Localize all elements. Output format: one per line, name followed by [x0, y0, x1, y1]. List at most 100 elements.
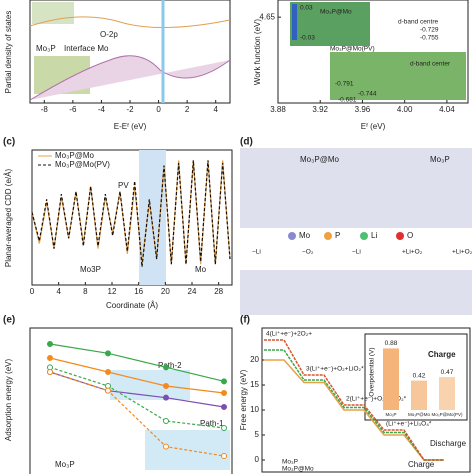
x-label: Coordinate (Å)	[106, 301, 158, 310]
legend-label: Mo	[299, 231, 311, 240]
legend-dot	[324, 232, 332, 240]
point	[105, 369, 111, 375]
legend-label: Mo₃P@Mo	[55, 151, 94, 160]
legend-label: Li	[371, 231, 377, 240]
point	[105, 387, 111, 394]
x-tick-label: -6	[69, 105, 77, 114]
label: Mo₃P@Mo	[320, 9, 352, 16]
panel-b-frame	[277, 0, 469, 104]
panel-label: (d)	[240, 137, 253, 148]
annotation: Mo	[195, 265, 207, 274]
state-label: (Li⁺+e⁻)+Li₃O₄*	[386, 421, 432, 428]
label: O-2p	[100, 30, 118, 39]
x-tick-label: 3.92	[312, 105, 328, 114]
y-label: Adsorption energy (eV)	[4, 359, 13, 442]
annotation: Path-2	[158, 361, 182, 370]
step-label: −Li	[352, 249, 361, 256]
structure-image	[240, 270, 472, 315]
label: d-band centre	[398, 19, 438, 26]
number: -0.729	[420, 27, 439, 34]
bar	[411, 380, 427, 410]
y-tick-label: 20	[250, 355, 259, 364]
panel-e-frame	[29, 327, 233, 474]
point	[221, 425, 227, 431]
scale-label: 0.03	[300, 5, 313, 12]
energy-line	[49, 366, 225, 429]
annotation: Mo3P	[80, 265, 101, 274]
energy-line	[49, 357, 225, 394]
point	[221, 453, 227, 459]
number: -0.681	[338, 97, 357, 104]
highlight	[145, 430, 230, 470]
point	[163, 418, 169, 424]
point	[221, 404, 227, 410]
energy-line	[49, 343, 225, 382]
x-tick-label: 12	[108, 287, 117, 296]
y-tick-label: 15	[250, 380, 259, 389]
value-label: 0.42	[413, 372, 426, 379]
x-tick-label: 4	[56, 287, 61, 296]
point	[221, 378, 227, 385]
x-tick-label: 24	[188, 287, 197, 296]
value-label: 0.88	[385, 340, 398, 347]
point	[163, 383, 169, 389]
x-tick-label: 8	[83, 287, 88, 296]
x-tick-label: Mo₃P@Mo(PV)	[432, 412, 463, 417]
x-tick-label: 20	[161, 287, 170, 296]
x-tick-label: 3.96	[355, 105, 371, 114]
step-label: +Li+O₂	[402, 249, 423, 256]
y-tick-label: 10	[250, 405, 259, 414]
legend-label: Mo₃P@Mo	[282, 466, 314, 473]
x-tick-label: Mo₃P@Mo	[408, 412, 430, 417]
energy-line	[49, 371, 225, 457]
colorbar	[292, 4, 297, 40]
y-tick-label: 4.65	[259, 12, 275, 21]
point	[163, 364, 169, 371]
x-tick-label: 28	[214, 287, 223, 296]
legend-label: P	[335, 231, 340, 240]
label: Mo₃P	[36, 44, 56, 53]
legend-label: O	[407, 231, 413, 240]
x-tick-label: 4.04	[439, 105, 455, 114]
y-label: Overpotential (V)	[369, 347, 376, 396]
y-tick-label: 5	[255, 430, 260, 439]
step-label: −O₂	[302, 249, 314, 256]
legend-dot	[396, 232, 404, 240]
x-tick-label: 3.88	[270, 105, 286, 114]
x-tick-label: -8	[41, 105, 49, 114]
y-label: Work function (eV)	[253, 19, 262, 85]
dos-curve	[29, 55, 231, 101]
label: d-band center	[410, 61, 451, 68]
x-tick-label: 2	[185, 105, 190, 114]
energy-steps	[264, 339, 444, 461]
highlight	[110, 370, 190, 400]
structure-image	[32, 2, 74, 24]
structure-image	[240, 148, 472, 228]
panel-label: (e)	[3, 315, 15, 326]
structure-title: Mo₃P	[430, 155, 450, 164]
annotation: Path-1	[200, 419, 224, 428]
number: -0.755	[420, 35, 439, 42]
x-tick-label: 4	[213, 105, 218, 114]
point	[47, 341, 53, 347]
x-tick-label: 0	[30, 287, 35, 296]
point	[47, 355, 53, 361]
x-label: E-Eᶠ (eV)	[114, 122, 147, 131]
step-label: +Li+O₂	[452, 249, 473, 256]
annotation: Charge	[408, 460, 435, 469]
legend-dot	[288, 232, 296, 240]
x-tick-label: -4	[98, 105, 106, 114]
bar	[439, 377, 455, 410]
panel-label: (c)	[3, 137, 15, 148]
y-label: Free energy (eV)	[239, 369, 248, 430]
heatmap-image	[290, 2, 370, 46]
x-tick-label: 16	[134, 287, 143, 296]
energy-steps	[264, 349, 444, 461]
structure-title: Mo₃P@Mo	[300, 155, 339, 164]
y-label: Partial density of states	[4, 11, 13, 94]
x-tick-label: -2	[126, 105, 134, 114]
panel-f-frame	[261, 327, 471, 473]
highlight	[139, 150, 166, 285]
number: -0.791	[335, 81, 354, 88]
